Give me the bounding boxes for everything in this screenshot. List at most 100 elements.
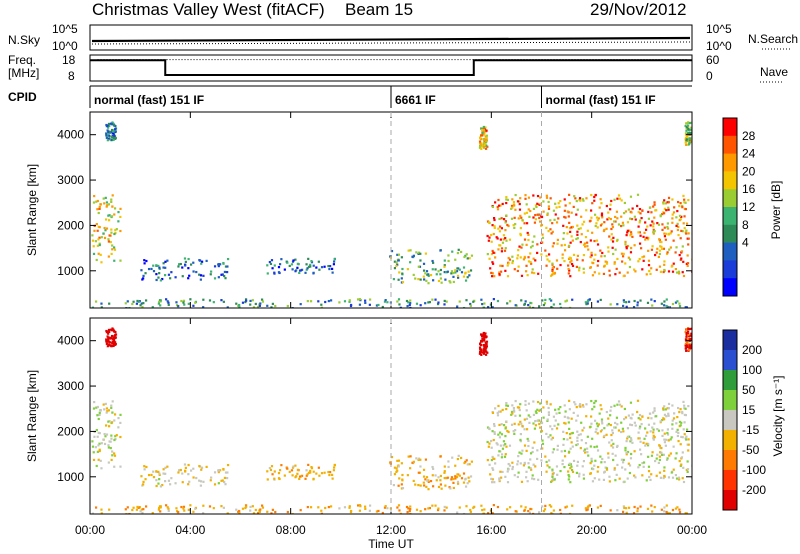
velocity-cell [422,468,426,471]
power-cell [689,131,692,135]
colorbar-tick-label: -200 [742,483,766,497]
power-cell [647,217,651,220]
power-cell [393,267,397,270]
power-cell [504,229,507,232]
power-cell [155,273,158,276]
velocity-cell [614,421,617,425]
velocity-cell [647,455,650,458]
colorbar-cell [723,470,737,491]
power-cell [484,147,488,150]
velocity-cell [636,410,639,414]
power-cell [467,270,470,273]
velocity-cell [506,429,509,433]
power-cell [115,228,118,231]
velocity-cell [489,473,492,476]
power-cell [596,243,600,246]
power-cell [328,267,331,271]
power-cell [464,254,467,257]
power-cell [506,302,509,305]
power-cell [498,271,501,274]
velocity-cell [676,415,679,419]
velocity-cell [621,461,625,464]
velocity-cell [596,470,599,473]
velocity-cell [114,435,117,438]
power-cell [663,268,666,272]
velocity-cell [437,507,440,510]
velocity-cell [296,468,299,471]
velocity-cell [672,468,675,471]
velocity-cell [315,472,318,475]
power-cell [108,234,111,237]
velocity-cell [603,434,606,438]
power-cell [456,274,460,277]
power-cell [126,300,129,303]
power-cell [670,230,673,233]
velocity-cell [96,405,99,409]
power-cell [554,202,557,205]
velocity-cell [195,476,198,480]
velocity-cell [498,477,501,480]
power-cell [687,134,690,137]
velocity-cell [596,506,600,509]
power-cell [111,248,114,251]
power-cell [507,262,510,265]
power-cell [482,137,485,141]
velocity-cell [689,337,692,341]
velocity-cell [164,466,167,469]
velocity-cell [105,338,108,341]
power-cell [437,270,440,273]
power-cell [575,237,578,241]
velocity-cell [642,465,645,468]
velocity-cell [684,347,687,350]
power-cell [110,200,113,203]
power-cell [119,259,122,262]
velocity-cell [98,448,101,451]
velocity-cell [667,476,671,479]
power-cell [260,298,264,301]
power-cell [483,130,486,133]
velocity-cell [576,436,579,439]
velocity-cell [615,473,618,476]
cpid-panel: CPID normal (fast) 151 IF 6661 IF normal (… [8,85,692,108]
power-cell [305,268,308,271]
velocity-cell [566,438,569,441]
nsearch-tick-top: 10^5 [706,22,732,36]
velocity-cell [609,409,612,412]
velocity-cell [166,506,169,509]
power-cell [107,214,110,217]
power-cell [458,300,461,303]
velocity-cell [110,404,113,407]
velocity-cell [647,442,650,446]
velocity-cell [633,421,636,424]
velocity-cell [429,479,433,483]
power-cell [419,304,422,307]
power-cell [616,217,619,220]
power-cell [509,300,512,303]
power-cell [458,268,461,271]
velocity-cell [567,478,570,481]
power-cell [582,267,585,270]
velocity-cell [638,463,641,467]
power-cell [600,214,604,217]
power-cell [95,223,98,226]
velocity-cell [327,470,330,474]
velocity-cell [667,407,670,410]
power-cell [500,217,503,220]
velocity-cell [95,429,98,432]
velocity-cell [108,440,111,443]
velocity-cell [412,460,415,463]
velocity-cell [586,508,589,511]
y-tick-label: 4000 [57,334,84,348]
velocity-cell [666,433,670,436]
power-cell [517,265,520,268]
velocity-cell [110,344,113,347]
velocity-cell [107,420,110,423]
velocity-cell [244,504,248,507]
colorbar-cell [723,450,737,471]
power-cell [97,252,100,255]
power-cell [563,198,566,201]
power-cell [412,254,415,257]
power-cell [520,299,523,302]
velocity-cell [368,504,372,507]
velocity-cell [684,512,687,514]
